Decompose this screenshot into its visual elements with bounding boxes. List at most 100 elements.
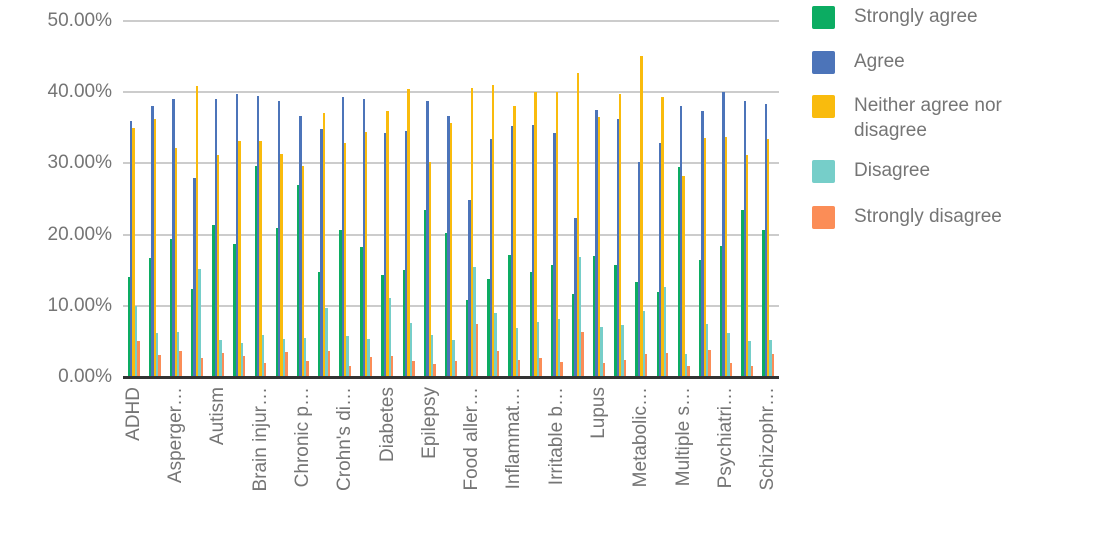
bar-strongly-disagree[interactable]	[179, 351, 182, 377]
bar-agree[interactable]	[553, 132, 556, 377]
bar-strongly-agree[interactable]	[275, 228, 279, 377]
bar-agree[interactable]	[299, 115, 302, 377]
bar-strongly-agree[interactable]	[212, 225, 215, 377]
bar-disagree[interactable]	[705, 324, 709, 377]
bar-agree[interactable]	[722, 92, 725, 377]
bar-agree[interactable]	[362, 98, 366, 377]
bar-strongly-agree[interactable]	[339, 229, 342, 377]
bar-neither-agree-nor-disagree[interactable]	[449, 122, 453, 377]
bar-disagree[interactable]	[748, 341, 751, 377]
bar-disagree[interactable]	[134, 305, 138, 377]
bar-strongly-disagree[interactable]	[517, 359, 521, 377]
bar-disagree[interactable]	[282, 339, 286, 377]
bar-neither-agree-nor-disagree[interactable]	[322, 112, 326, 377]
bar-agree[interactable]	[320, 128, 323, 377]
bar-disagree[interactable]	[409, 322, 413, 377]
bar-strongly-disagree[interactable]	[200, 357, 204, 377]
bar-strongly-agree[interactable]	[593, 255, 596, 377]
bar-strongly-agree[interactable]	[127, 277, 130, 377]
bar-disagree[interactable]	[452, 339, 455, 377]
bar-disagree[interactable]	[536, 322, 540, 377]
bar-agree[interactable]	[701, 110, 704, 377]
bar-strongly-agree[interactable]	[571, 293, 575, 377]
bar-disagree[interactable]	[219, 339, 222, 377]
bar-neither-agree-nor-disagree[interactable]	[301, 166, 305, 377]
bar-strongly-agree[interactable]	[508, 254, 511, 377]
bar-neither-agree-nor-disagree[interactable]	[428, 161, 431, 377]
bar-neither-agree-nor-disagree[interactable]	[724, 137, 728, 377]
bar-strongly-disagree[interactable]	[369, 357, 373, 377]
bar-strongly-agree[interactable]	[318, 271, 321, 377]
bar-disagree[interactable]	[600, 327, 603, 377]
bar-strongly-agree[interactable]	[233, 243, 236, 377]
bar-strongly-disagree[interactable]	[560, 362, 563, 377]
bar-agree[interactable]	[278, 100, 281, 377]
bar-strongly-agree[interactable]	[677, 166, 681, 377]
bar-agree[interactable]	[637, 161, 641, 377]
bar-disagree[interactable]	[240, 342, 243, 377]
bar-agree[interactable]	[172, 99, 175, 377]
bar-disagree[interactable]	[367, 338, 370, 377]
bar-neither-agree-nor-disagree[interactable]	[618, 94, 622, 377]
bar-strongly-agree[interactable]	[296, 184, 300, 377]
bar-agree[interactable]	[616, 119, 619, 377]
bar-disagree[interactable]	[388, 297, 392, 377]
bar-agree[interactable]	[764, 103, 768, 377]
bar-strongly-disagree[interactable]	[496, 351, 500, 377]
bar-agree[interactable]	[214, 99, 217, 377]
bar-strongly-agree[interactable]	[360, 247, 363, 377]
bar-strongly-disagree[interactable]	[433, 364, 436, 377]
bar-agree[interactable]	[151, 105, 154, 377]
bar-disagree[interactable]	[684, 354, 688, 377]
bar-neither-agree-nor-disagree[interactable]	[132, 127, 135, 377]
bar-neither-agree-nor-disagree[interactable]	[174, 148, 178, 377]
bar-neither-agree-nor-disagree[interactable]	[343, 142, 347, 377]
bar-strongly-disagree[interactable]	[454, 360, 457, 377]
bar-strongly-agree[interactable]	[550, 264, 554, 377]
bar-strongly-agree[interactable]	[656, 292, 659, 377]
bar-agree[interactable]	[256, 95, 260, 377]
bar-strongly-agree[interactable]	[466, 300, 469, 377]
bar-agree[interactable]	[531, 124, 535, 377]
bar-disagree[interactable]	[261, 335, 265, 377]
bar-disagree[interactable]	[515, 327, 518, 377]
bar-agree[interactable]	[743, 101, 746, 377]
bar-strongly-disagree[interactable]	[475, 323, 479, 377]
bar-strongly-disagree[interactable]	[158, 354, 161, 377]
bar-strongly-disagree[interactable]	[137, 340, 140, 377]
bar-agree[interactable]	[193, 177, 196, 377]
bar-strongly-disagree[interactable]	[687, 365, 690, 377]
bar-neither-agree-nor-disagree[interactable]	[195, 85, 199, 377]
bar-strongly-disagree[interactable]	[285, 352, 288, 377]
bar-strongly-disagree[interactable]	[729, 362, 732, 377]
bar-disagree[interactable]	[494, 312, 497, 377]
bar-strongly-agree[interactable]	[148, 258, 152, 377]
bar-neither-agree-nor-disagree[interactable]	[513, 106, 516, 377]
bar-agree[interactable]	[235, 94, 239, 377]
bar-strongly-agree[interactable]	[487, 278, 490, 377]
bar-strongly-disagree[interactable]	[623, 359, 627, 377]
bar-disagree[interactable]	[198, 268, 201, 377]
bar-strongly-disagree[interactable]	[412, 361, 415, 377]
bar-strongly-disagree[interactable]	[708, 349, 711, 377]
bar-neither-agree-nor-disagree[interactable]	[470, 87, 474, 377]
bar-agree[interactable]	[658, 143, 662, 377]
bar-disagree[interactable]	[177, 332, 180, 377]
bar-neither-agree-nor-disagree[interactable]	[153, 118, 156, 377]
bar-strongly-agree[interactable]	[762, 230, 765, 377]
bar-strongly-disagree[interactable]	[581, 332, 584, 377]
bar-disagree[interactable]	[727, 332, 730, 377]
bar-disagree[interactable]	[325, 307, 328, 377]
bar-disagree[interactable]	[473, 266, 476, 377]
bar-agree[interactable]	[447, 115, 450, 377]
bar-strongly-agree[interactable]	[741, 210, 744, 377]
bar-agree[interactable]	[405, 130, 408, 377]
bar-neither-agree-nor-disagree[interactable]	[238, 141, 241, 377]
bar-agree[interactable]	[468, 200, 471, 377]
bar-strongly-agree[interactable]	[169, 238, 173, 377]
bar-strongly-agree[interactable]	[402, 270, 406, 377]
bar-agree[interactable]	[383, 132, 387, 377]
bar-agree[interactable]	[129, 120, 133, 377]
bar-disagree[interactable]	[769, 339, 772, 377]
bar-strongly-agree[interactable]	[444, 233, 448, 377]
